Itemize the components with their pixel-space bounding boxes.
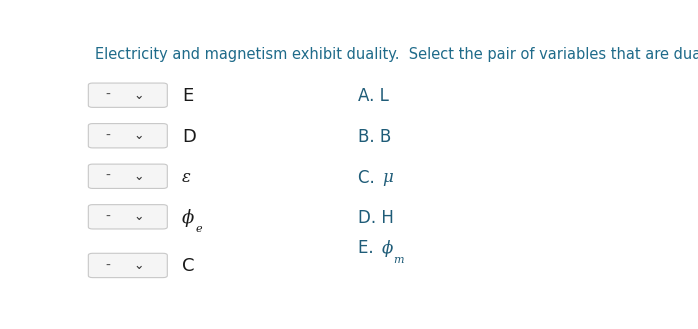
- Text: C.: C.: [358, 168, 380, 187]
- Text: -: -: [105, 129, 110, 143]
- Text: ϕ: ϕ: [182, 209, 194, 227]
- Text: Electricity and magnetism exhibit duality.  Select the pair of variables that ar: Electricity and magnetism exhibit dualit…: [96, 47, 698, 62]
- Text: D. H: D. H: [358, 209, 394, 227]
- Text: ⌄: ⌄: [133, 210, 144, 223]
- Text: m: m: [393, 255, 403, 265]
- FancyBboxPatch shape: [89, 124, 168, 148]
- FancyBboxPatch shape: [89, 164, 168, 189]
- Text: D: D: [182, 128, 196, 146]
- Text: -: -: [105, 88, 110, 102]
- Text: A. L: A. L: [358, 88, 389, 106]
- Text: E.: E.: [358, 240, 378, 258]
- Text: E: E: [182, 88, 193, 106]
- Text: ⌄: ⌄: [133, 170, 144, 183]
- Text: -: -: [105, 169, 110, 183]
- Text: C: C: [182, 257, 195, 275]
- Text: ⌄: ⌄: [133, 259, 144, 272]
- Text: B. B: B. B: [358, 128, 391, 146]
- Text: -: -: [105, 210, 110, 224]
- FancyBboxPatch shape: [89, 205, 168, 229]
- Text: ε: ε: [182, 169, 191, 186]
- FancyBboxPatch shape: [89, 253, 168, 278]
- FancyBboxPatch shape: [89, 83, 168, 107]
- Text: ϕ: ϕ: [382, 240, 394, 257]
- Text: e: e: [195, 224, 202, 235]
- Text: ⌄: ⌄: [133, 89, 144, 102]
- Text: -: -: [105, 259, 110, 272]
- Text: μ: μ: [382, 169, 393, 186]
- Text: ⌄: ⌄: [133, 129, 144, 142]
